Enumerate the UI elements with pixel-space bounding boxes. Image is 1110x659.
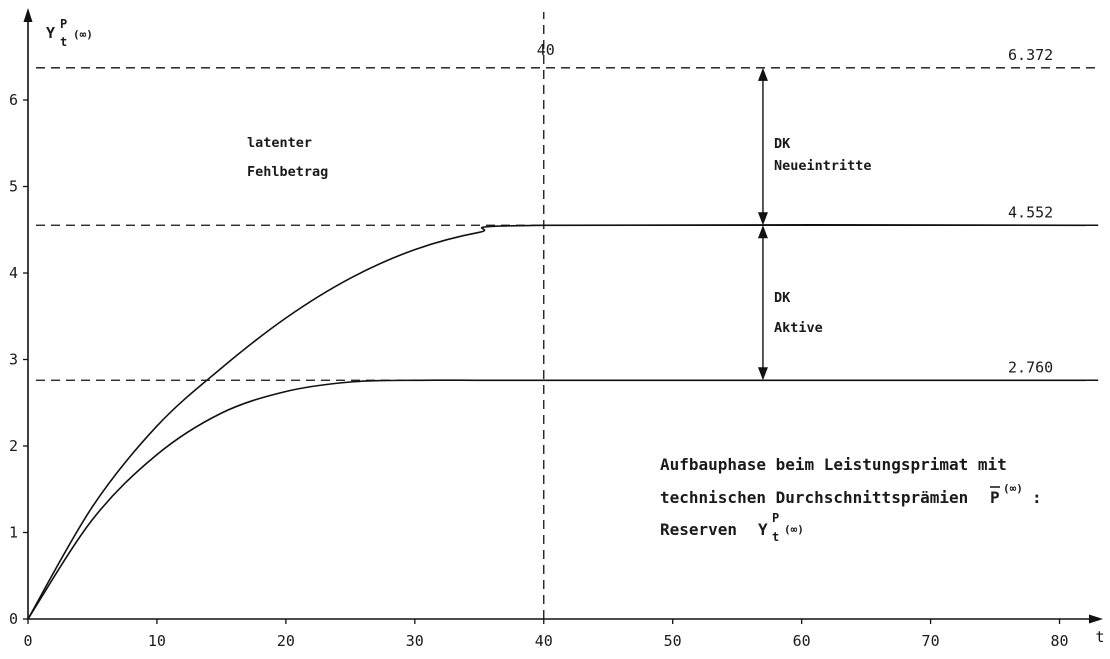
x-tick-label: 80 [1050,632,1068,650]
annotation-fehlbetrag: Fehlbetrag [247,164,328,180]
reference-lines: 6.372 4.552 2.760 [36,12,1099,619]
y-ticks: 0 1 2 3 4 5 6 [9,91,28,628]
y-tick-label: 0 [9,610,18,628]
caption-line-1: Aufbauphase beim Leistungsprimat mit [660,455,1007,474]
dimension-arrows [757,67,768,381]
series-layer [27,223,1086,620]
x-ticks: 0 10 20 30 40 50 60 70 80 [23,619,1069,650]
y-axis-label-paren: (∞) [73,28,93,41]
x-tick-label: 30 [406,632,424,650]
annotation-dk-aktive-1: DK [774,290,791,306]
dimension-arrowhead-up [757,225,768,239]
caption-line-3: Reserven [660,520,737,539]
annotation-dk-aktive-2: Aktive [774,320,823,336]
vertical-marker-label: 40 [537,41,555,59]
caption-p-symbol: P [990,488,1000,507]
y-axis-label: Y [46,24,55,42]
caption-p-sup: (∞) [1003,482,1023,495]
x-tick-label: 50 [664,632,682,650]
dimension-arrowhead-down [757,367,768,381]
x-tick-label: 20 [277,632,295,650]
y-axis-label-sub: t [60,35,67,49]
y-tick-label: 3 [9,351,18,369]
caption-y-symbol: Y [758,520,768,539]
dimension-arrowhead-up [757,67,768,81]
reference-line-label: 2.760 [1008,358,1053,376]
axes [23,8,1103,624]
annotation-latenter: latenter [247,135,312,151]
caption: Aufbauphase beim Leistungsprimat mit tec… [660,455,1042,544]
x-tick-label: 70 [922,632,940,650]
y-tick-label: 1 [9,524,18,542]
series-curve [27,379,1086,620]
x-tick-label: 60 [793,632,811,650]
x-axis-arrowhead [1089,614,1103,624]
series-curve [27,223,1086,620]
y-tick-label: 2 [9,437,18,455]
y-axis-arrowhead [23,8,33,22]
caption-y-sub: t [772,530,779,544]
caption-y-paren: (∞) [784,523,804,536]
y-tick-label: 6 [9,91,18,109]
y-axis-label-sup: P [60,17,67,31]
dimension-arrowhead-down [757,212,768,226]
x-tick-label: 40 [535,632,553,650]
reference-line-label: 4.552 [1008,203,1053,221]
annotation-dk-neueintritte-2: Neueintritte [774,158,872,174]
y-axis-label-main: Y [46,24,55,42]
reference-line-label: 6.372 [1008,46,1053,64]
x-tick-label: 10 [148,632,166,650]
x-axis-label: t [1095,628,1104,646]
y-tick-label: 5 [9,178,18,196]
y-tick-label: 4 [9,264,18,282]
caption-line-2: technischen Durchschnittsprämien [660,488,968,507]
x-tick-label: 0 [23,632,32,650]
annotation-dk-neueintritte-1: DK [774,136,791,152]
caption-line-2-end: : [1032,488,1042,507]
caption-y-sup: P [772,511,779,525]
